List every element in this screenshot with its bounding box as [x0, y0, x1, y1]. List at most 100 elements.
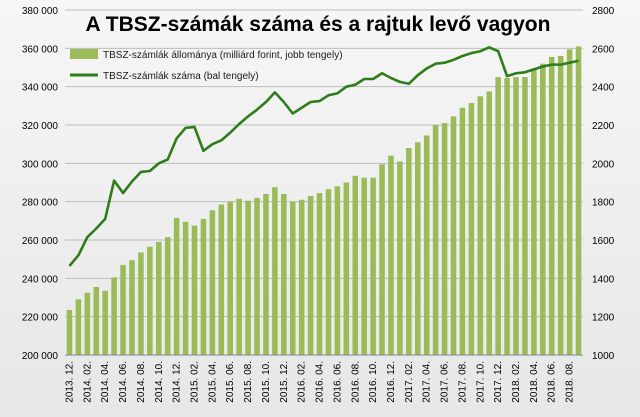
x-tick-label: 2015. 10. [261, 361, 272, 403]
x-tick-label: 2017. 10. [475, 361, 486, 403]
bar [209, 210, 216, 355]
y-left-tick-label: 260 000 [22, 236, 59, 247]
bar [406, 148, 412, 355]
x-tick-label: 2018. 08. [565, 361, 576, 403]
bar [200, 218, 207, 355]
bar [236, 198, 242, 355]
bar [423, 135, 430, 355]
legend: TBSZ-számlák állománya (milliárd forint,… [70, 49, 343, 82]
bar [173, 217, 180, 355]
x-tick-label: 2017. 06. [440, 361, 451, 403]
y-right-tick-label: 1800 [592, 198, 615, 209]
y-right-tick-label: 1000 [592, 351, 615, 362]
y-left-tick-label: 240 000 [22, 274, 59, 285]
x-tick-label: 2016. 06. [332, 361, 343, 403]
y-left-tick-label: 300 000 [22, 159, 59, 170]
bar [513, 77, 519, 355]
bar [272, 187, 278, 355]
bar [388, 155, 394, 355]
y-right-tick-label: 2600 [592, 44, 615, 55]
x-tick-label: 2015. 02. [190, 361, 201, 403]
x-tick-label: 2016. 04. [315, 361, 326, 403]
y-right-tick-label: 1200 [592, 313, 615, 324]
bar [307, 195, 314, 355]
y-right-tick-label: 1400 [592, 274, 615, 285]
x-tick-label: 2014. 04. [100, 361, 111, 403]
bar [66, 309, 73, 355]
legend-label-line: TBSZ-számlák száma (bal tengely) [103, 71, 259, 82]
x-tick-label: 2016. 08. [350, 361, 361, 403]
x-tick-label: 2018. 06. [547, 361, 558, 403]
y-left-tick-label: 220 000 [22, 313, 59, 324]
bar [156, 241, 162, 355]
x-tick-label: 2014. 06. [118, 361, 129, 403]
bar [129, 260, 135, 355]
y-right-tick-label: 2800 [592, 6, 615, 17]
x-tick-label: 2015. 06. [225, 361, 236, 403]
bar [84, 292, 91, 355]
x-tick-label: 2015. 08. [243, 361, 254, 403]
y-right-tick-label: 1600 [592, 236, 615, 247]
bar [370, 177, 376, 355]
bar [352, 175, 359, 355]
bar [289, 201, 296, 355]
x-tick-label: 2017. 04. [422, 361, 433, 403]
x-tick-label: 2016. 12. [386, 361, 397, 403]
x-tick-label: 2017. 08. [457, 361, 468, 403]
x-tick-label: 2014. 02. [82, 361, 93, 403]
left-axis: 200 000 220 000 240 000 260 000 280 000 300 0… [22, 6, 59, 362]
bar [120, 264, 126, 355]
y-left-tick-label: 320 000 [22, 121, 59, 132]
x-axis: 2013. 12. 2014. 02. 2014. 04. 2014. 06. 2014… [64, 354, 583, 403]
bar [182, 221, 189, 355]
bar [566, 49, 573, 356]
bar [486, 91, 492, 355]
x-tick-label: 2014. 10. [154, 361, 165, 403]
legend-swatch-bars [70, 49, 98, 59]
bar [343, 182, 350, 355]
bar [93, 286, 100, 355]
bar [111, 277, 117, 355]
bar [557, 56, 564, 355]
bar [575, 46, 582, 356]
x-tick-label: 2016. 10. [368, 361, 379, 403]
bar [548, 56, 555, 355]
bar [531, 68, 537, 355]
bar [495, 77, 501, 355]
bar [138, 252, 144, 355]
y-left-tick-label: 360 000 [22, 44, 59, 55]
y-right-tick-label: 2200 [592, 121, 615, 132]
bar [254, 197, 260, 355]
bar [432, 125, 439, 355]
bar [164, 237, 171, 355]
bar [334, 186, 341, 355]
bar [361, 177, 367, 355]
x-tick-label: 2017. 02. [404, 361, 415, 403]
x-tick-label: 2018. 02. [511, 361, 522, 403]
y-right-tick-label: 2000 [592, 159, 615, 170]
bar [325, 189, 332, 355]
right-axis: 1000 1200 1400 1600 1800 2000 2200 2400 2600 2800 [592, 6, 615, 362]
bar [281, 194, 287, 355]
bar [316, 193, 323, 355]
bar [397, 161, 403, 355]
bar [218, 204, 225, 355]
x-tick-label: 2014. 12. [172, 361, 183, 403]
bar [227, 201, 233, 355]
bar [504, 78, 510, 356]
chart-title: A TBSZ-számák száma és a rajtuk levő vag… [86, 13, 551, 36]
x-tick-label: 2013. 12. [64, 361, 75, 403]
y-left-tick-label: 280 000 [22, 198, 59, 209]
x-tick-label: 2015. 04. [207, 361, 218, 403]
y-left-tick-label: 200 000 [22, 351, 59, 362]
bar [468, 102, 475, 355]
series-line [68, 46, 579, 267]
bar [540, 63, 546, 356]
bar [477, 96, 484, 355]
y-left-tick-label: 340 000 [22, 83, 59, 94]
x-tick-label: 2016. 02. [297, 361, 308, 403]
bar [75, 299, 82, 355]
x-tick-label: 2018. 04. [529, 361, 540, 403]
